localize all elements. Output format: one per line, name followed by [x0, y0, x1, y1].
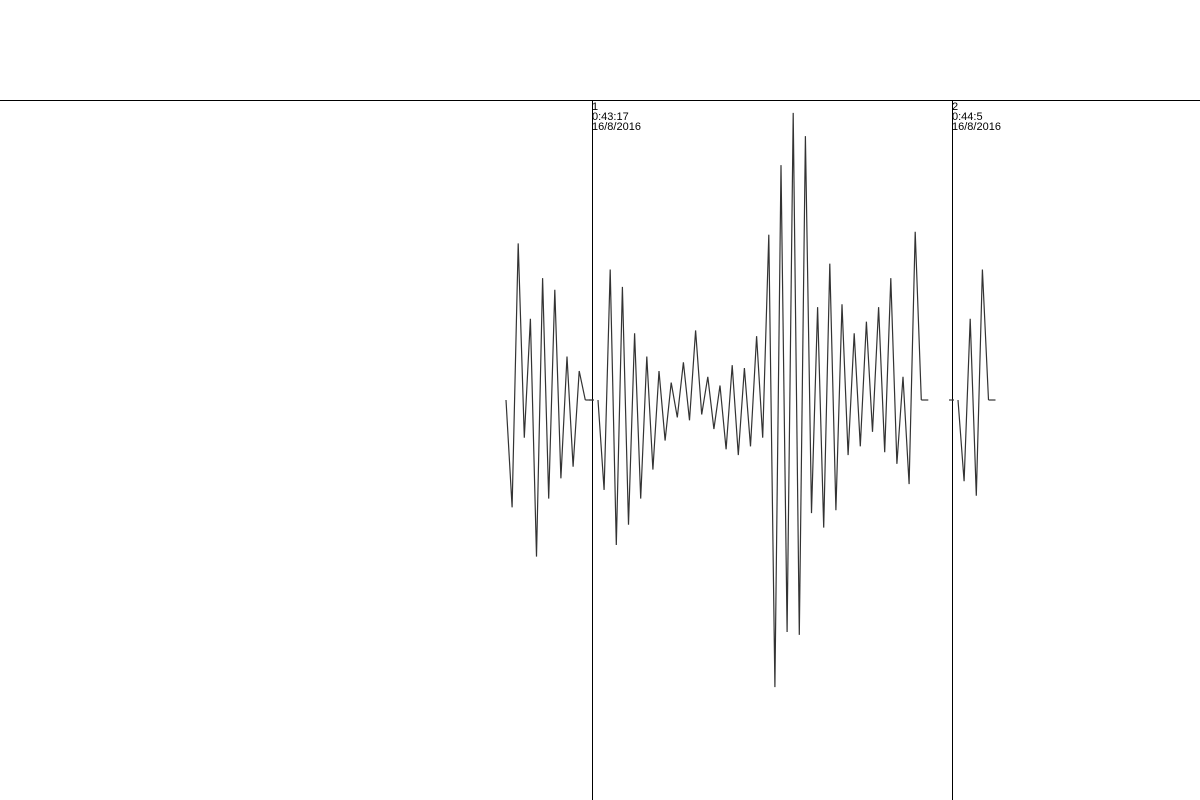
marker-1-number: 1 — [592, 101, 598, 113]
waveform-trace-segment-2 — [597, 112, 922, 688]
marker-2[interactable]: 2 0:44:5 16/8/2016 — [952, 100, 1001, 800]
marker-1-date: 16/8/2016 — [592, 121, 641, 133]
waveform-trace-segment-1 — [505, 243, 586, 557]
marker-2-date: 16/8/2016 — [952, 121, 1001, 133]
marker-2-number: 2 — [952, 101, 958, 113]
marker-2-time: 0:44:5 — [952, 111, 983, 123]
waveform-trace-segment-3 — [957, 269, 990, 496]
marker-1-time: 0:43:17 — [592, 111, 629, 123]
waveform-trace-group — [505, 112, 996, 688]
marker-1[interactable]: 1 0:43:17 16/8/2016 — [592, 100, 641, 800]
